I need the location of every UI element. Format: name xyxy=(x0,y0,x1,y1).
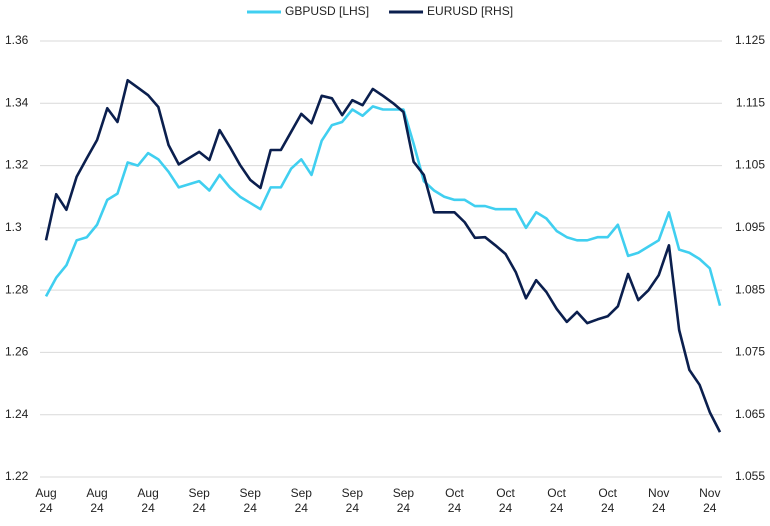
legend-label: GBPUSD [LHS] xyxy=(285,4,369,18)
series-line xyxy=(44,78,722,433)
legend-label: EURUSD [RHS] xyxy=(427,4,513,18)
y-tick-label: 1.22 xyxy=(5,469,29,483)
x-tick-label: Aug 24 xyxy=(137,486,159,515)
y2-tick-label: 1.085 xyxy=(735,282,765,296)
y2-tick-label: 1.095 xyxy=(735,220,765,234)
y-tick-label: 1.24 xyxy=(5,407,29,421)
y2-tick-label: 1.115 xyxy=(736,95,765,109)
x-tick-label: Sep 24 xyxy=(392,486,415,515)
series-line xyxy=(44,105,722,307)
x-tick-label: Sep 24 xyxy=(239,486,261,515)
x-tick-label: Sep 24 xyxy=(188,486,210,515)
x-tick-label: Oct 24 xyxy=(547,486,566,515)
x-tick-label: Oct 24 xyxy=(496,486,515,515)
x-tick-label: Sep 24 xyxy=(341,486,364,515)
y2-tick-label: 1.125 xyxy=(735,33,765,47)
y-tick-label: 1.34 xyxy=(5,95,29,109)
x-tick-label: Oct 24 xyxy=(445,486,464,515)
x-tick-label: Aug 24 xyxy=(35,486,57,515)
y-tick-label: 1.3 xyxy=(5,220,22,234)
x-tick-label: Sep 24 xyxy=(290,486,312,515)
y2-tick-label: 1.105 xyxy=(735,158,765,172)
x-tick-label: Nov 24 xyxy=(648,486,670,515)
x-tick-label: Aug 24 xyxy=(86,486,108,515)
y-tick-label: 1.26 xyxy=(5,345,29,359)
y2-tick-label: 1.055 xyxy=(735,469,765,483)
x-tick-label: Nov 24 xyxy=(699,486,721,515)
y-tick-label: 1.36 xyxy=(5,33,29,47)
y2-tick-label: 1.075 xyxy=(735,345,765,359)
y-tick-label: 1.32 xyxy=(5,158,29,172)
y2-tick-label: 1.065 xyxy=(735,407,765,421)
y-tick-label: 1.28 xyxy=(5,282,29,296)
x-tick-label: Oct 24 xyxy=(598,486,617,515)
